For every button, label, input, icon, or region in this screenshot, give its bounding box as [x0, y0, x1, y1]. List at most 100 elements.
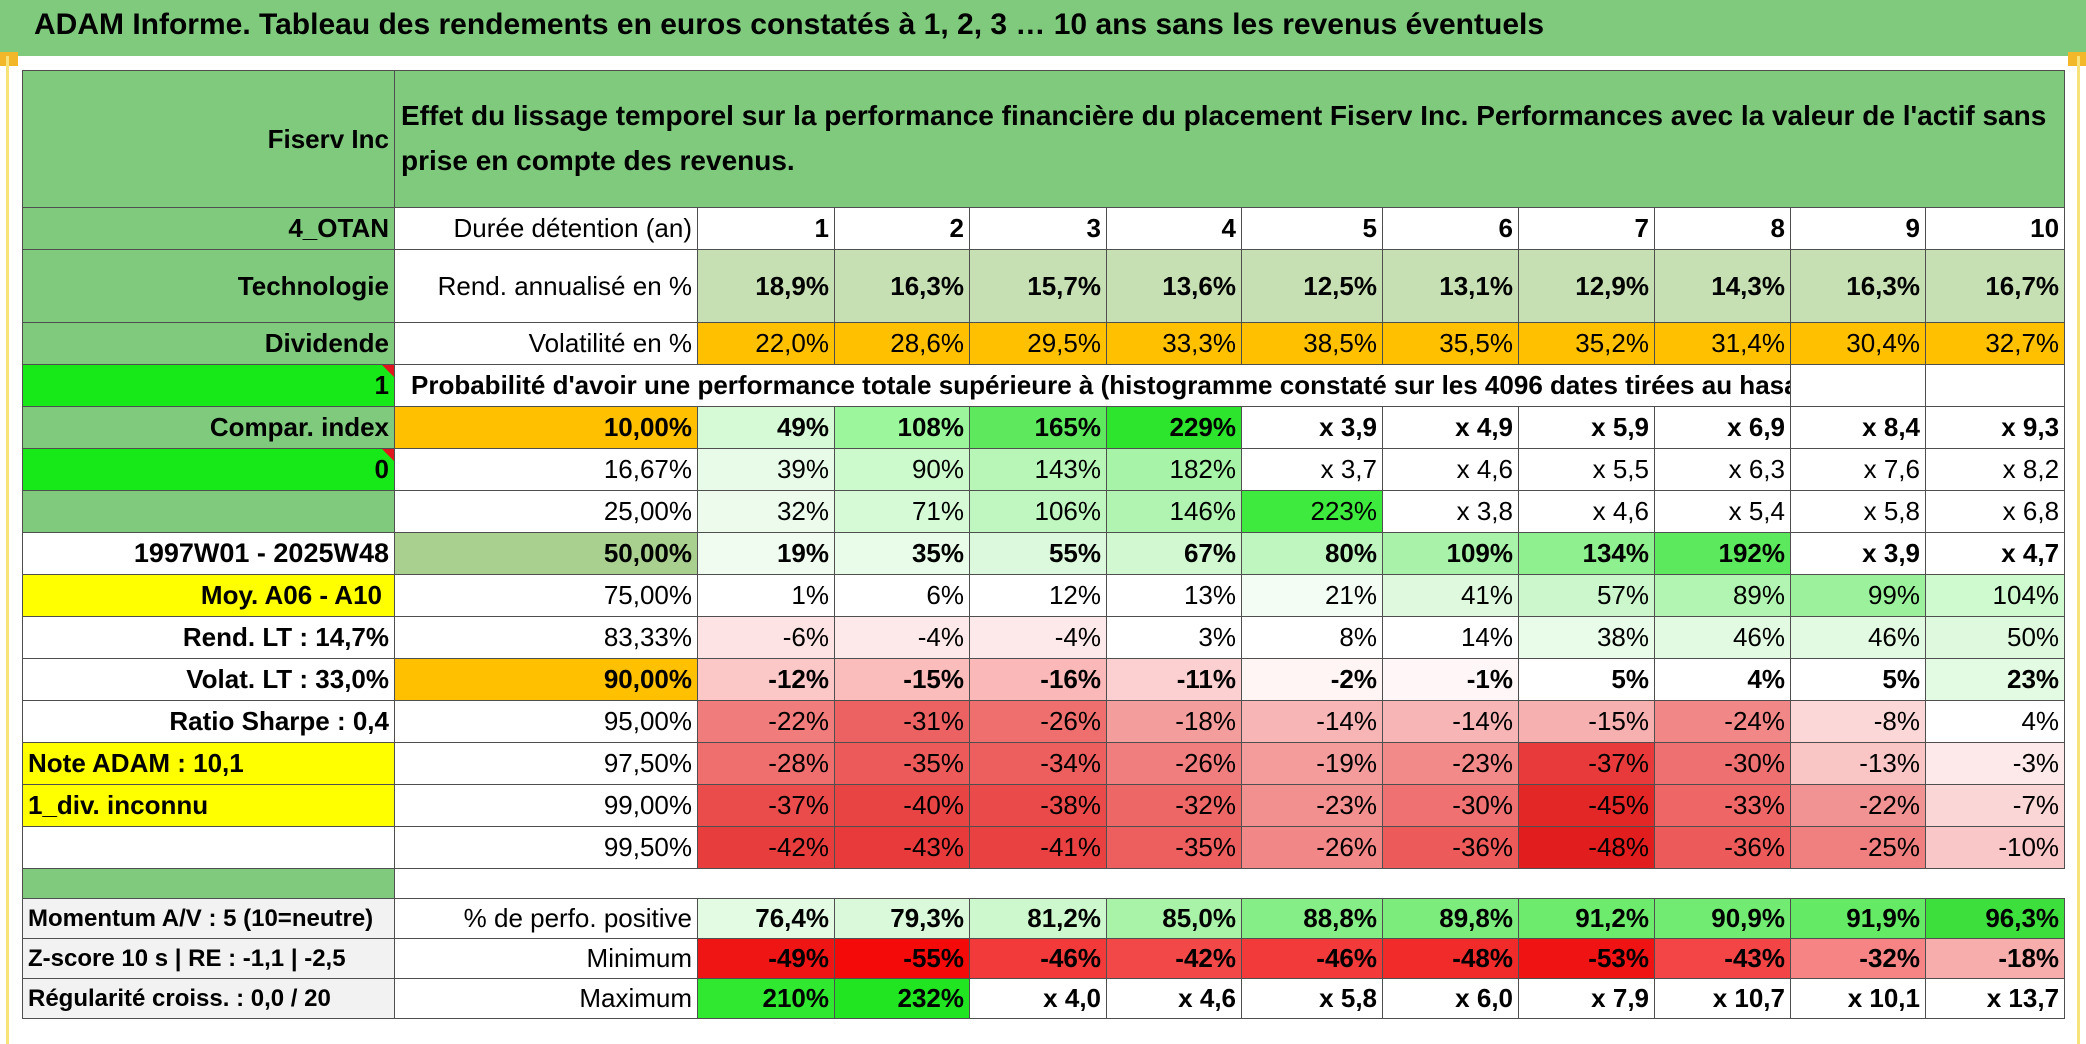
stat-value-cell: -49%	[697, 938, 835, 979]
stat-value-cell: x 10,1	[1790, 978, 1926, 1019]
probability-value-cell: -35%	[1106, 826, 1242, 869]
volat-value-cell: 31,4%	[1654, 322, 1791, 365]
probability-value-cell: -18%	[1106, 700, 1242, 743]
probability-value-cell: 23%	[1924, 658, 2066, 701]
rend-value-cell: 16,7%	[1924, 249, 2066, 323]
volat-value-cell: 30,4%	[1790, 322, 1926, 365]
stat-label-cell: % de perfo. positive	[394, 898, 698, 939]
duration-year-cell: 6	[1382, 207, 1519, 250]
probability-value-cell: x 3,8	[1382, 490, 1519, 533]
probability-value-cell: 89%	[1654, 574, 1791, 617]
probability-value-cell: -25%	[1790, 826, 1926, 869]
rend-value-cell: 18,9%	[697, 249, 835, 323]
probability-value-cell: 4%	[1924, 700, 2066, 743]
probability-value-cell: -35%	[834, 742, 970, 785]
volat-value-cell: 32,7%	[1924, 322, 2066, 365]
probability-value-cell: 3%	[1106, 616, 1242, 659]
probability-threshold-cell: 10,00%	[394, 406, 698, 449]
stat-value-cell: -18%	[1924, 938, 2066, 979]
probability-value-cell: -19%	[1241, 742, 1383, 785]
duration-year-cell: 2	[834, 207, 970, 250]
stat-value-cell: x 13,7	[1924, 978, 2066, 1019]
probability-threshold-cell: 99,50%	[394, 826, 698, 869]
probability-value-cell: x 4,6	[1382, 448, 1519, 491]
probability-value-cell: -31%	[834, 700, 970, 743]
probability-value-cell: x 9,3	[1924, 406, 2066, 449]
probability-value-cell: 182%	[1106, 448, 1242, 491]
rend-value-cell: 13,6%	[1106, 249, 1242, 323]
duration-year-cell: 9	[1790, 207, 1926, 250]
duration-year-cell: 8	[1654, 207, 1791, 250]
probability-value-cell: 46%	[1790, 616, 1926, 659]
stat-value-cell: x 5,8	[1241, 978, 1383, 1019]
probability-value-cell: 5%	[1518, 658, 1655, 701]
probability-value-cell: 49%	[697, 406, 835, 449]
probability-value-cell: -41%	[969, 826, 1107, 869]
probability-value-cell: 5%	[1790, 658, 1926, 701]
probability-value-cell: 90%	[834, 448, 970, 491]
sector-label: Technologie	[22, 249, 395, 323]
stat-value-cell: 85,0%	[1106, 898, 1242, 939]
probability-value-cell: -40%	[834, 784, 970, 827]
probability-value-cell: -30%	[1654, 742, 1791, 785]
probability-value-cell: -26%	[1106, 742, 1242, 785]
probability-value-cell: -8%	[1790, 700, 1926, 743]
note-label: Note ADAM : 10,1	[22, 742, 395, 785]
stat-value-cell: 91,9%	[1790, 898, 1926, 939]
probability-value-cell: 41%	[1382, 574, 1519, 617]
stat-value-cell: 210%	[697, 978, 835, 1019]
probability-value-cell: -16%	[969, 658, 1107, 701]
probability-value-cell: x 5,8	[1790, 490, 1926, 533]
rend-label: Rend. annualisé en %	[394, 249, 698, 323]
stat-value-cell: -48%	[1382, 938, 1519, 979]
probability-value-cell: 108%	[834, 406, 970, 449]
volat-value-cell: 35,5%	[1382, 322, 1519, 365]
stat-value-cell: 76,4%	[697, 898, 835, 939]
blank-cell	[1790, 364, 1926, 407]
probability-value-cell: 32%	[697, 490, 835, 533]
probability-value-cell: -24%	[1654, 700, 1791, 743]
volat-value-cell: 22,0%	[697, 322, 835, 365]
probability-value-cell: -37%	[1518, 742, 1655, 785]
probability-value-cell: -48%	[1518, 826, 1655, 869]
rend-lt-label: Rend. LT : 14,7%	[22, 616, 395, 659]
probability-value-cell: 4%	[1654, 658, 1791, 701]
probability-value-cell: 55%	[969, 532, 1107, 575]
stat-value-cell: -46%	[969, 938, 1107, 979]
probability-value-cell: 71%	[834, 490, 970, 533]
probability-value-cell: 57%	[1518, 574, 1655, 617]
page-title: ADAM Informe. Tableau des rendements en …	[34, 8, 1545, 41]
probability-value-cell: 143%	[969, 448, 1107, 491]
stat-label-cell: Maximum	[394, 978, 698, 1019]
title-bar: ADAM Informe. Tableau des rendements en …	[0, 0, 2086, 56]
probability-threshold-cell: 83,33%	[394, 616, 698, 659]
probability-value-cell: -12%	[697, 658, 835, 701]
duration-year-cell: 7	[1518, 207, 1655, 250]
probability-value-cell: 229%	[1106, 406, 1242, 449]
rend-value-cell: 15,7%	[969, 249, 1107, 323]
probability-value-cell: 67%	[1106, 532, 1242, 575]
volat-value-cell: 38,5%	[1241, 322, 1383, 365]
probability-value-cell: -14%	[1241, 700, 1383, 743]
probability-value-cell: x 5,4	[1654, 490, 1791, 533]
probability-value-cell: -22%	[697, 700, 835, 743]
duration-year-cell: 5	[1241, 207, 1383, 250]
volat-value-cell: 29,5%	[969, 322, 1107, 365]
probability-value-cell: -1%	[1382, 658, 1519, 701]
probability-value-cell: 109%	[1382, 532, 1519, 575]
momentum-label: Momentum A/V : 5 (10=neutre)	[22, 898, 395, 939]
probability-value-cell: 192%	[1654, 532, 1791, 575]
probability-value-cell: 6%	[834, 574, 970, 617]
probability-value-cell: 35%	[834, 532, 970, 575]
probability-value-cell: -7%	[1924, 784, 2066, 827]
probability-value-cell: -10%	[1924, 826, 2066, 869]
stat-value-cell: x 4,0	[969, 978, 1107, 1019]
stat-value-cell: 91,2%	[1518, 898, 1655, 939]
stat-value-cell: -32%	[1790, 938, 1926, 979]
duration-label: Durée détention (an)	[394, 207, 698, 250]
probability-title: Probabilité d'avoir une performance tota…	[394, 364, 1791, 407]
stat-value-cell: 88,8%	[1241, 898, 1383, 939]
probability-value-cell: -6%	[697, 616, 835, 659]
probability-value-cell: x 6,3	[1654, 448, 1791, 491]
probability-value-cell: 8%	[1241, 616, 1383, 659]
